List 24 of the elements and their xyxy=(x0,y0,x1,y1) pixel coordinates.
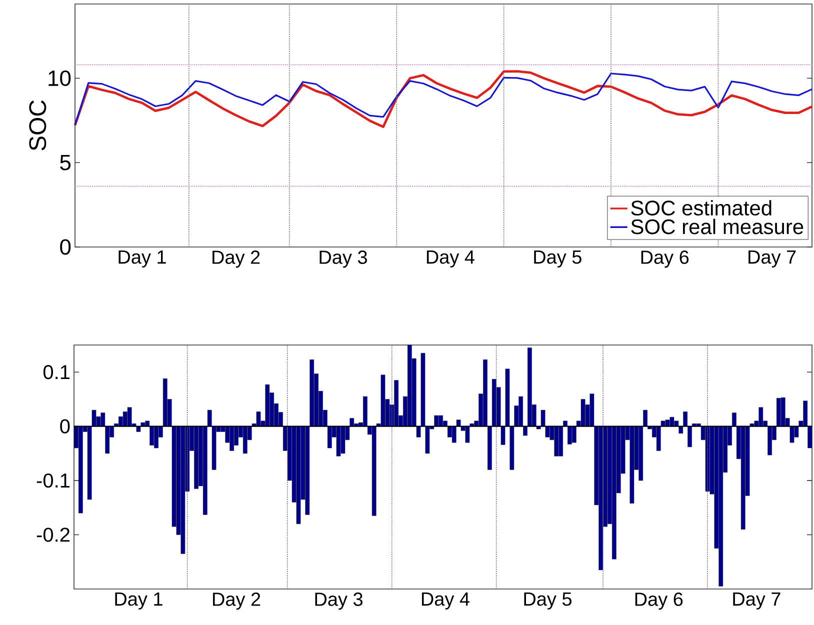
x-tick-label: Day 1 xyxy=(115,592,162,610)
x-tick-label: Day 7 xyxy=(733,592,780,610)
x-tick-label: Day 5 xyxy=(524,592,572,610)
x-tick-label: Day 6 xyxy=(641,250,689,268)
y-tick-label: 10 xyxy=(48,70,71,86)
y-axis-title: SOC xyxy=(29,100,46,150)
y-tick-label: -0.2 xyxy=(36,528,70,542)
y-tick-label: 0 xyxy=(60,419,70,434)
x-tick-label: Day 4 xyxy=(422,592,470,610)
x-tick-label: Day 5 xyxy=(534,250,582,268)
x-tick-label: Day 7 xyxy=(748,250,796,268)
y-tick-label: -0.1 xyxy=(36,473,70,488)
legend-label: SOC estimated xyxy=(631,200,772,216)
y-tick-label: 0 xyxy=(60,239,71,255)
x-tick-label: Day 3 xyxy=(315,592,362,610)
y-tick-label: 5 xyxy=(60,154,71,170)
x-tick-label: Day 2 xyxy=(212,250,260,268)
x-tick-label: Day 4 xyxy=(426,250,474,268)
legend-label: SOC real measure xyxy=(631,218,804,234)
y-tick-label: 0.1 xyxy=(43,365,70,380)
x-tick-label: Day 1 xyxy=(118,250,166,268)
x-tick-label: Day 6 xyxy=(635,592,683,610)
x-tick-label: Day 3 xyxy=(320,250,367,268)
x-tick-label: Day 2 xyxy=(213,592,260,610)
